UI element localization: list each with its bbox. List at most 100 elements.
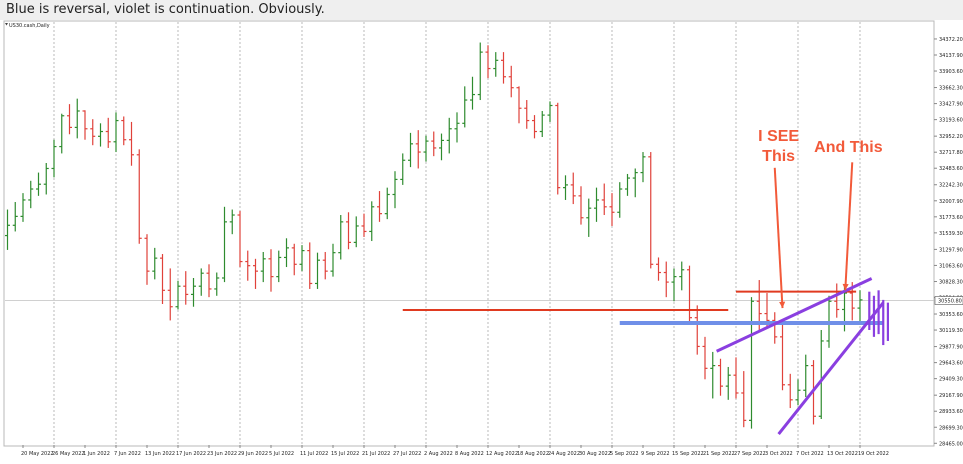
ohlc-bar (772, 312, 778, 344)
symbol-dropdown-icon[interactable] (5, 23, 8, 26)
y-tick-label: 29167.90 (939, 393, 963, 399)
ohlc-bar (570, 172, 576, 205)
ohlc-bar (516, 86, 522, 124)
x-tick-label: 24 Aug 2022 (548, 451, 580, 457)
ohlc-bar (299, 245, 305, 272)
annotation-text: And This (814, 139, 883, 156)
x-tick-label: 3 Oct 2022 (765, 451, 793, 457)
y-tick-label: 32242.30 (939, 183, 963, 189)
ohlc-bar (20, 193, 26, 222)
x-tick-label: 17 Jun 2022 (176, 451, 206, 457)
ohlc-bar (834, 283, 840, 318)
ohlc-bar (679, 261, 685, 291)
ohlc-bar (687, 265, 692, 325)
y-tick-label: 30353.60 (939, 312, 963, 318)
ohlc-bar (780, 320, 785, 391)
y-tick-label: 31297.90 (939, 247, 963, 253)
price-chart[interactable]: I SEE This And This 34372.20 34137.90 33903.… (0, 20, 963, 464)
ohlc-bar (477, 42, 483, 101)
x-tick-label: 15 Jul 2022 (331, 451, 359, 457)
y-tick-label: 29643.60 (939, 361, 963, 367)
ohlc-bar (694, 305, 700, 355)
ohlc-bar (400, 153, 406, 185)
ohlc-bar (245, 250, 251, 281)
ohlc-bar (555, 102, 561, 195)
y-tick-label: 32007.90 (939, 199, 963, 205)
ohlc-bar (198, 268, 204, 296)
ohlc-bar (59, 113, 65, 154)
last-price-box (934, 296, 963, 305)
ohlc-bar (276, 250, 282, 283)
ohlc-bar (818, 330, 824, 419)
ohlc-bar (98, 123, 103, 147)
ohlc-bar (307, 242, 313, 289)
ohlc-bar (617, 182, 623, 218)
ohlc-bar (640, 152, 646, 183)
ohlc-bar (353, 216, 359, 248)
x-tick-label: 5 Jul 2022 (269, 451, 294, 457)
ohlc-bar (857, 290, 863, 322)
x-tick-label: 12 Aug 2022 (486, 451, 518, 457)
ohlc-bar (671, 268, 677, 302)
ohlc-bar (609, 193, 615, 226)
y-tick-label: 31773.60 (939, 215, 963, 221)
ohlc-bar (718, 358, 723, 396)
ohlc-bar (291, 243, 297, 276)
ohlc-bar (346, 212, 351, 250)
ohlc-bar (206, 264, 212, 298)
ohlc-bar (361, 213, 367, 237)
y-tick-label: 28699.30 (939, 425, 963, 431)
y-tick-label: 32952.20 (939, 134, 963, 140)
y-tick-label: 29877.90 (939, 345, 963, 351)
x-tick-label: 15 Sep 2022 (672, 451, 704, 457)
ohlc-bar (105, 117, 111, 148)
ohlc-bar (315, 252, 320, 289)
x-tick-label: 26 May 2022 (52, 451, 85, 457)
ohlc-bar (524, 100, 530, 129)
ohlc-bar (90, 119, 96, 146)
y-tick-label: 30119.30 (939, 328, 963, 334)
ohlc-bar (485, 45, 491, 79)
y-tick-label: 33662.30 (939, 86, 963, 92)
ohlc-bar (384, 187, 390, 220)
ohlc-bar (74, 98, 80, 139)
ohlc-bar (229, 209, 235, 235)
x-tick-label: 13 Jun 2022 (145, 451, 175, 457)
ohlc-bar (586, 198, 592, 237)
annotation-arrow-line (773, 167, 784, 309)
ohlc-bar (82, 110, 88, 140)
ohlc-bar (377, 191, 382, 222)
y-tick-label: 32717.80 (939, 150, 963, 156)
ohlc-bar (260, 251, 266, 283)
ohlc-bar (725, 366, 731, 400)
ohlc-bar (330, 243, 336, 277)
y-tick-label: 30828.30 (939, 280, 963, 286)
ohlc-bar (12, 202, 18, 232)
ohlc-bar (787, 373, 793, 409)
ohlc-bar (470, 76, 475, 110)
x-tick-label: 23 Jun 2022 (207, 451, 237, 457)
ohlc-bar (214, 272, 220, 296)
ohlc-bar (338, 215, 344, 260)
ohlc-bar (268, 249, 274, 292)
ohlc-bar (408, 132, 413, 168)
ohlc-bar (28, 180, 34, 209)
x-tick-label: 9 Sep 2022 (641, 451, 670, 457)
y-tick-label: 28465.00 (939, 441, 963, 447)
ohlc-bar (648, 152, 654, 269)
price-bars (5, 42, 863, 429)
drawings: I SEE This And This (402, 128, 890, 435)
ohlc-bar (160, 254, 165, 304)
ohlc-bar (547, 101, 553, 122)
annotation-arrow-line (844, 162, 854, 291)
ohlc-bar (431, 131, 437, 157)
x-tick-label: 1 Jun 2022 (83, 451, 110, 457)
ohlc-bar (702, 336, 708, 380)
y-tick-label: 34372.20 (939, 37, 963, 43)
annotation-arrow-head (779, 301, 786, 309)
ohlc-bar (563, 175, 568, 200)
y-tick-label: 33903.60 (939, 69, 963, 75)
ohlc-bar (191, 277, 196, 307)
ohlc-bar (129, 121, 134, 166)
last-price-label: 30550.80 (938, 299, 962, 305)
